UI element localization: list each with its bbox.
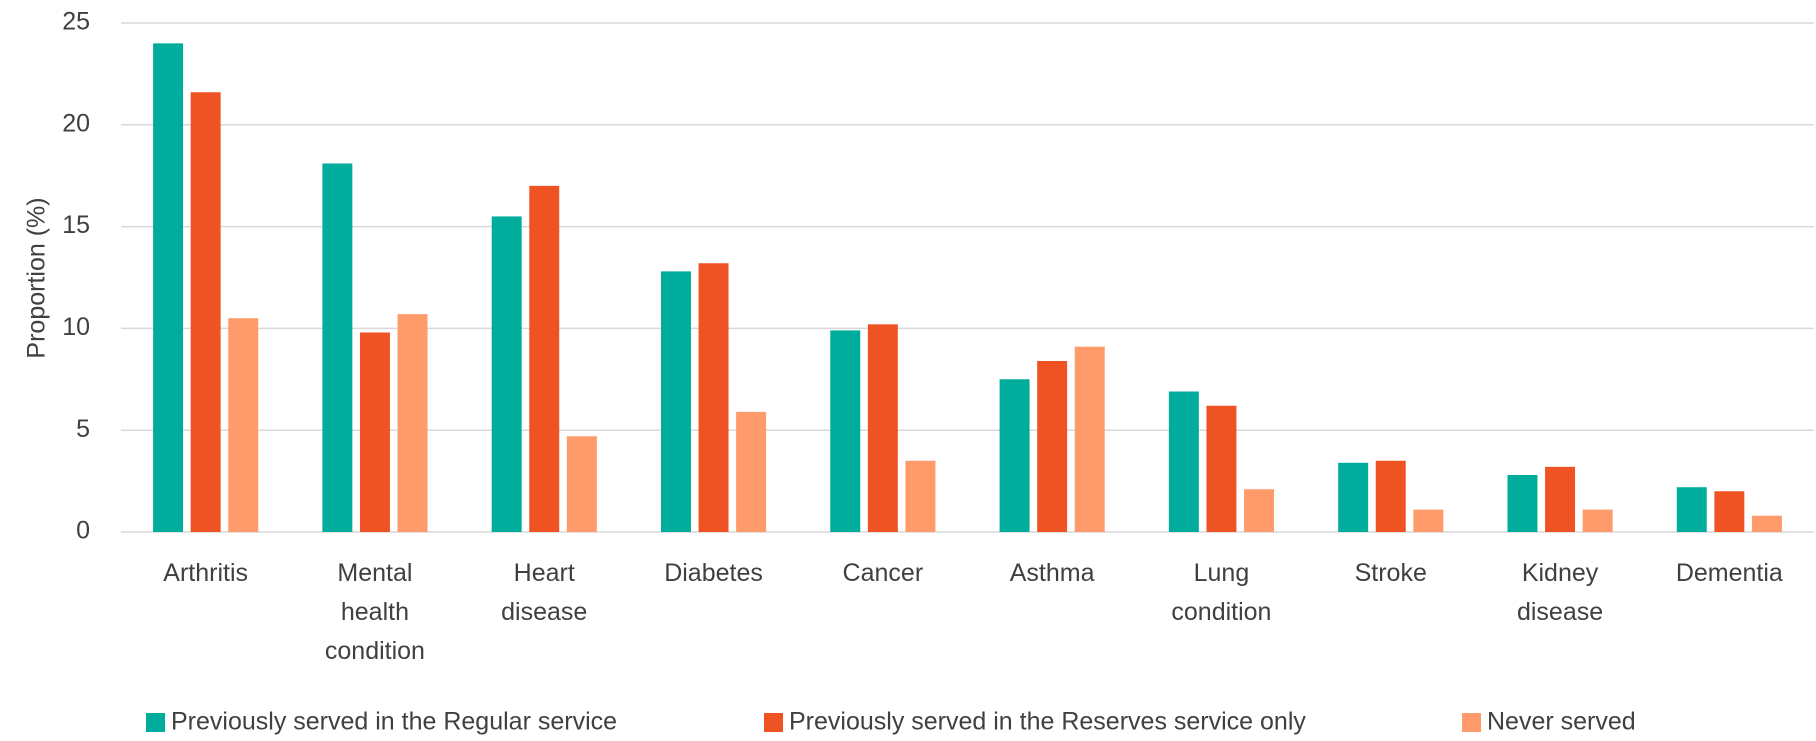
bar — [1751, 515, 1782, 532]
x-tick-label: Arthritis — [163, 559, 248, 587]
bar — [491, 216, 522, 533]
bar — [830, 330, 861, 532]
bar — [1714, 491, 1745, 532]
bar — [397, 314, 428, 532]
bar — [228, 318, 259, 532]
y-tick-label: 25 — [62, 8, 90, 36]
bar — [698, 263, 729, 532]
legend-label: Previously served in the Regular service — [171, 708, 617, 736]
y-tick-label: 5 — [76, 415, 90, 443]
x-tick-label: Lung condition — [1171, 559, 1272, 626]
bar — [1582, 509, 1613, 532]
bar — [1676, 487, 1707, 532]
x-tick-label: Diabetes — [664, 559, 763, 587]
legend-swatch — [764, 713, 783, 732]
bar — [1244, 489, 1275, 532]
bar — [1168, 391, 1199, 532]
bar — [867, 324, 898, 532]
bar — [1507, 474, 1538, 532]
bar — [999, 379, 1030, 532]
bar — [1375, 460, 1406, 532]
x-tick-label: Mental health condition — [324, 559, 425, 665]
bar — [1037, 360, 1068, 532]
x-tick-label: Kidney disease — [1516, 559, 1604, 626]
bar — [1074, 346, 1105, 532]
bar — [1413, 509, 1444, 532]
legend-swatch — [146, 713, 165, 732]
y-tick-label: 0 — [76, 517, 90, 545]
y-tick-label: 10 — [62, 313, 90, 341]
x-tick-label: Asthma — [1009, 559, 1095, 587]
x-tick-label: Stroke — [1354, 559, 1427, 587]
legend-label: Never served — [1487, 708, 1636, 736]
bar — [1338, 462, 1369, 532]
bar — [905, 460, 936, 532]
legend-label: Previously served in the Reserves servic… — [789, 708, 1306, 736]
y-axis-label: Proportion (%) — [23, 197, 51, 358]
y-tick-label: 15 — [62, 211, 90, 239]
legend-swatch — [1462, 713, 1481, 732]
bar — [736, 411, 767, 532]
bar — [153, 43, 184, 533]
bar — [1545, 466, 1576, 532]
x-tick-label: Cancer — [842, 559, 924, 587]
bar — [566, 436, 597, 532]
bar — [1206, 405, 1237, 532]
bar — [359, 332, 390, 532]
bar — [660, 271, 691, 532]
x-tick-label: Dementia — [1675, 559, 1783, 587]
bar — [529, 185, 560, 532]
bar — [190, 92, 221, 532]
y-tick-label: 20 — [62, 109, 90, 137]
x-tick-label: Heart disease — [501, 559, 588, 626]
bar — [322, 163, 353, 532]
